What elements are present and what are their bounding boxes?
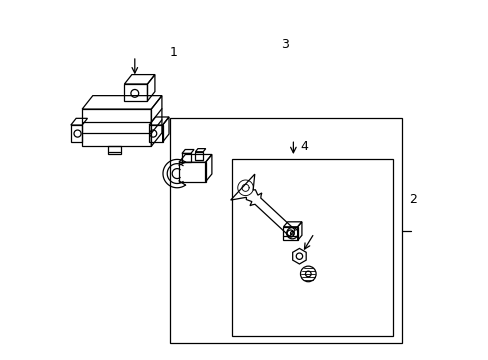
Bar: [283, 227, 297, 240]
Bar: [170, 118, 402, 343]
Bar: [108, 146, 121, 154]
Bar: [232, 159, 392, 336]
Text: 3: 3: [281, 38, 288, 51]
Text: 1: 1: [169, 46, 177, 59]
Text: 2: 2: [408, 193, 416, 206]
Text: 4: 4: [300, 140, 308, 153]
